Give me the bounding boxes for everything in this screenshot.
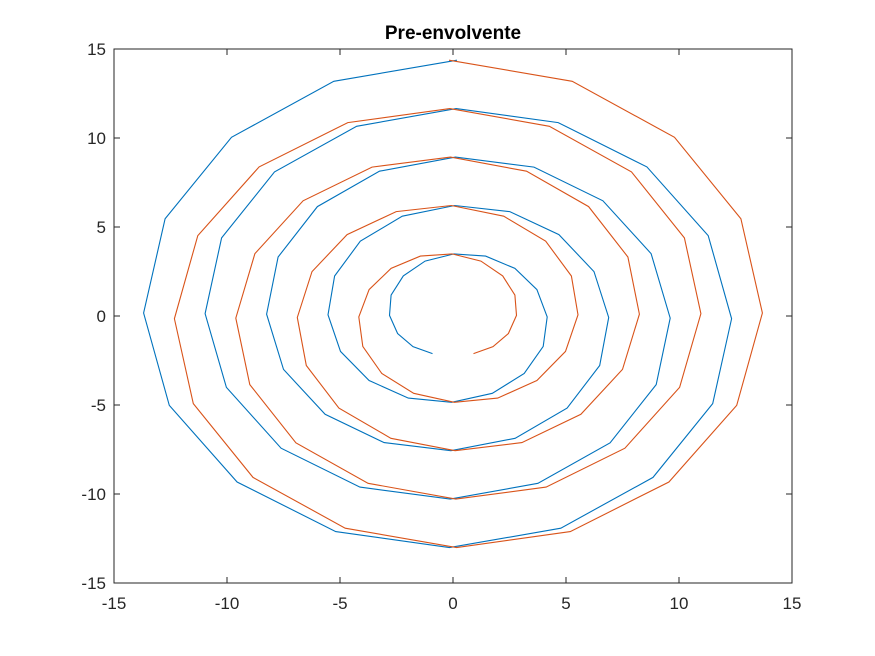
- y-tick-label: -10: [81, 485, 106, 504]
- series-line-1: [143, 59, 733, 549]
- y-tick-label: -5: [91, 396, 106, 415]
- x-tick-label: -15: [102, 594, 127, 613]
- y-tick-label: 5: [97, 218, 106, 237]
- x-tick-label: 0: [448, 594, 457, 613]
- series-line-2: [173, 59, 763, 549]
- y-tick-label: 15: [87, 40, 106, 59]
- axes-layer: -15 -10 -5 0 5 10 15 -15 -10 -5 0 5 10 15: [81, 40, 801, 613]
- y-tick-label: -15: [81, 574, 106, 593]
- y-tick-label: 10: [87, 129, 106, 148]
- x-tick-label: 15: [783, 594, 802, 613]
- x-tick-label: -10: [215, 594, 240, 613]
- y-tick-label: 0: [97, 307, 106, 326]
- x-tick-label: 5: [561, 594, 570, 613]
- series-layer: [143, 59, 763, 549]
- plot-area: [114, 49, 792, 583]
- x-tick-label: 10: [670, 594, 689, 613]
- x-tick-label: -5: [332, 594, 347, 613]
- chart-title: Pre-envolvente: [385, 23, 521, 44]
